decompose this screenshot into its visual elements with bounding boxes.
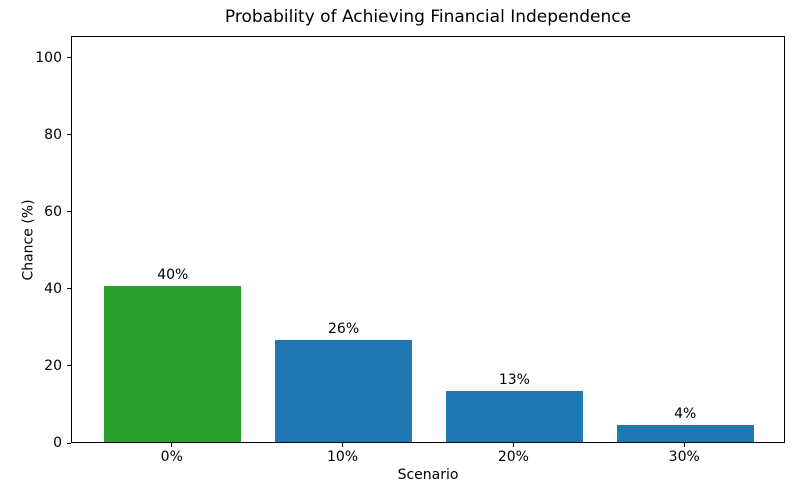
x-tick-mark (512, 443, 514, 447)
y-axis-label: Chance (%) (20, 199, 37, 281)
y-tick-mark (67, 211, 71, 213)
y-tick-mark (67, 57, 71, 59)
x-tick-mark (683, 443, 685, 447)
y-tick-label: 80 (44, 126, 62, 143)
bar (104, 286, 242, 442)
x-tick-label: 0% (160, 449, 183, 465)
bar (275, 339, 412, 442)
x-tick-mark (171, 443, 173, 447)
bar-value-label: 26% (328, 320, 360, 337)
y-tick-label: 0 (53, 435, 62, 451)
bar-value-label: 4% (674, 406, 697, 423)
y-tick-label: 20 (44, 357, 62, 374)
bar-value-label: 40% (157, 267, 189, 284)
x-tick-label: 20% (497, 449, 529, 465)
x-tick-label: 30% (668, 449, 700, 465)
x-tick-label: 10% (327, 449, 359, 465)
bar (446, 390, 583, 442)
y-tick-mark (67, 288, 71, 290)
x-tick-mark (342, 443, 344, 447)
y-tick-label: 40 (44, 280, 62, 297)
plot-area: 40% 26% 13% 4% (71, 36, 785, 443)
y-tick-mark (67, 134, 71, 136)
y-tick-mark (67, 442, 71, 444)
x-axis-label: Scenario (397, 467, 459, 483)
chart-title: Probability of Achieving Financial Indep… (224, 7, 632, 27)
y-tick-mark (67, 365, 71, 367)
y-tick-label: 60 (44, 203, 62, 220)
y-tick-label: 100 (35, 49, 62, 66)
bar (616, 425, 754, 442)
bar-value-label: 13% (498, 371, 530, 388)
